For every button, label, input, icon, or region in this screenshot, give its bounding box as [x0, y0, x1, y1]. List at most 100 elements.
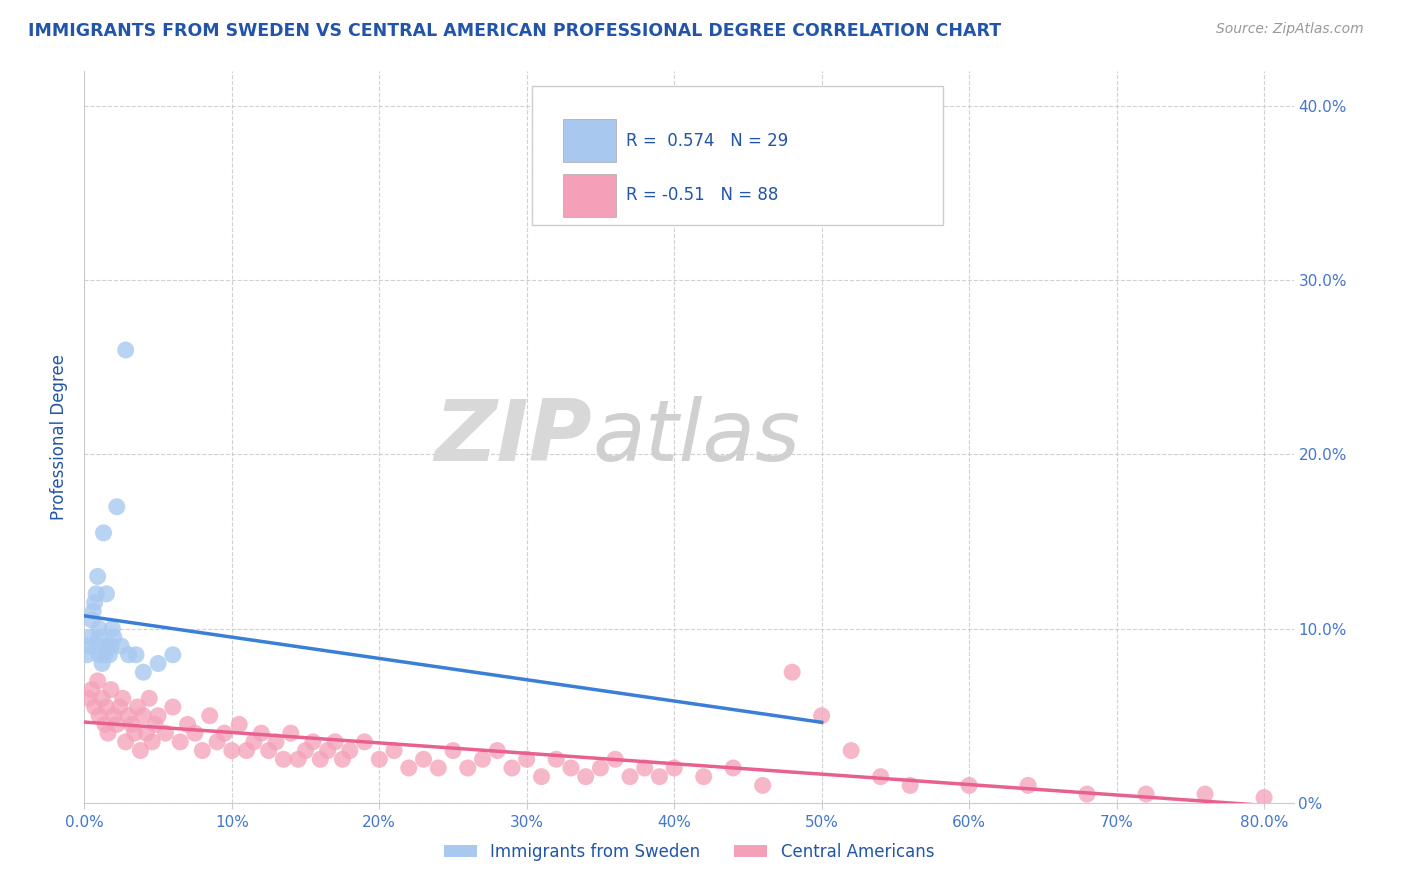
Point	[257, 743, 280, 757]
Point	[93, 525, 115, 540]
Point	[957, 778, 980, 792]
Point	[82, 604, 104, 618]
Point	[412, 752, 434, 766]
Point	[1135, 787, 1157, 801]
Point	[176, 717, 198, 731]
Point	[191, 743, 214, 757]
Point	[87, 622, 110, 636]
Point	[114, 735, 136, 749]
Point	[77, 691, 100, 706]
Point	[501, 761, 523, 775]
Point	[76, 648, 98, 662]
Point	[605, 752, 627, 766]
Point	[898, 778, 921, 792]
Point	[79, 631, 101, 645]
Point	[84, 587, 107, 601]
Point	[162, 700, 184, 714]
Point	[589, 761, 612, 775]
Point	[280, 726, 302, 740]
Point	[146, 708, 169, 723]
Point	[135, 726, 157, 740]
Point	[721, 761, 744, 775]
Point	[575, 770, 598, 784]
Point	[138, 691, 160, 706]
Point	[471, 752, 494, 766]
Point	[692, 770, 714, 784]
Point	[132, 708, 155, 723]
Point	[228, 717, 250, 731]
Point	[316, 743, 339, 757]
Point	[127, 700, 149, 714]
Point	[751, 778, 773, 792]
Text: Source: ZipAtlas.com: Source: ZipAtlas.com	[1216, 22, 1364, 37]
Point	[105, 500, 128, 514]
Point	[125, 648, 148, 662]
Point	[101, 622, 124, 636]
Point	[664, 761, 686, 775]
Point	[86, 569, 108, 583]
Point	[353, 735, 375, 749]
Point	[486, 743, 509, 757]
Point	[80, 613, 103, 627]
Point	[235, 743, 257, 757]
Point	[810, 708, 832, 723]
Point	[83, 700, 105, 714]
Point	[155, 726, 177, 740]
Point	[124, 726, 146, 740]
Point	[143, 717, 166, 731]
Point	[114, 343, 136, 357]
Point	[264, 735, 287, 749]
Point	[87, 648, 110, 662]
Point	[132, 665, 155, 680]
Point	[105, 717, 128, 731]
Text: R =  0.574   N = 29: R = 0.574 N = 29	[626, 131, 789, 150]
Point	[780, 665, 803, 680]
Point	[77, 639, 100, 653]
Point	[273, 752, 295, 766]
FancyBboxPatch shape	[564, 119, 616, 162]
Point	[91, 657, 114, 671]
Point	[94, 717, 117, 731]
Point	[141, 735, 163, 749]
Point	[96, 700, 118, 714]
Point	[110, 639, 132, 653]
Point	[86, 673, 108, 688]
Point	[250, 726, 273, 740]
Point	[368, 752, 391, 766]
Point	[427, 761, 450, 775]
Point	[96, 587, 118, 601]
Point	[634, 761, 657, 775]
Text: IMMIGRANTS FROM SWEDEN VS CENTRAL AMERICAN PROFESSIONAL DEGREE CORRELATION CHART: IMMIGRANTS FROM SWEDEN VS CENTRAL AMERIC…	[28, 22, 1001, 40]
Point	[87, 631, 110, 645]
Text: R = -0.51   N = 88: R = -0.51 N = 88	[626, 186, 779, 204]
Point	[117, 708, 139, 723]
Point	[97, 726, 120, 740]
Point	[294, 743, 316, 757]
Point	[91, 691, 114, 706]
Point	[398, 761, 420, 775]
Point	[94, 648, 117, 662]
FancyBboxPatch shape	[531, 86, 943, 225]
Point	[100, 639, 122, 653]
Legend: Immigrants from Sweden, Central Americans: Immigrants from Sweden, Central American…	[437, 837, 941, 868]
Point	[287, 752, 309, 766]
Point	[205, 735, 228, 749]
Point	[869, 770, 891, 784]
Point	[87, 708, 110, 723]
Point	[243, 735, 266, 749]
Point	[839, 743, 862, 757]
Text: ZIP: ZIP	[434, 395, 592, 479]
Point	[546, 752, 568, 766]
Point	[98, 648, 121, 662]
Point	[103, 708, 125, 723]
FancyBboxPatch shape	[564, 174, 616, 217]
Point	[108, 700, 131, 714]
Point	[648, 770, 671, 784]
Point	[129, 743, 152, 757]
Point	[382, 743, 405, 757]
Point	[1194, 787, 1216, 801]
Text: atlas: atlas	[592, 395, 800, 479]
Point	[1253, 790, 1275, 805]
Point	[117, 648, 139, 662]
Point	[457, 761, 479, 775]
